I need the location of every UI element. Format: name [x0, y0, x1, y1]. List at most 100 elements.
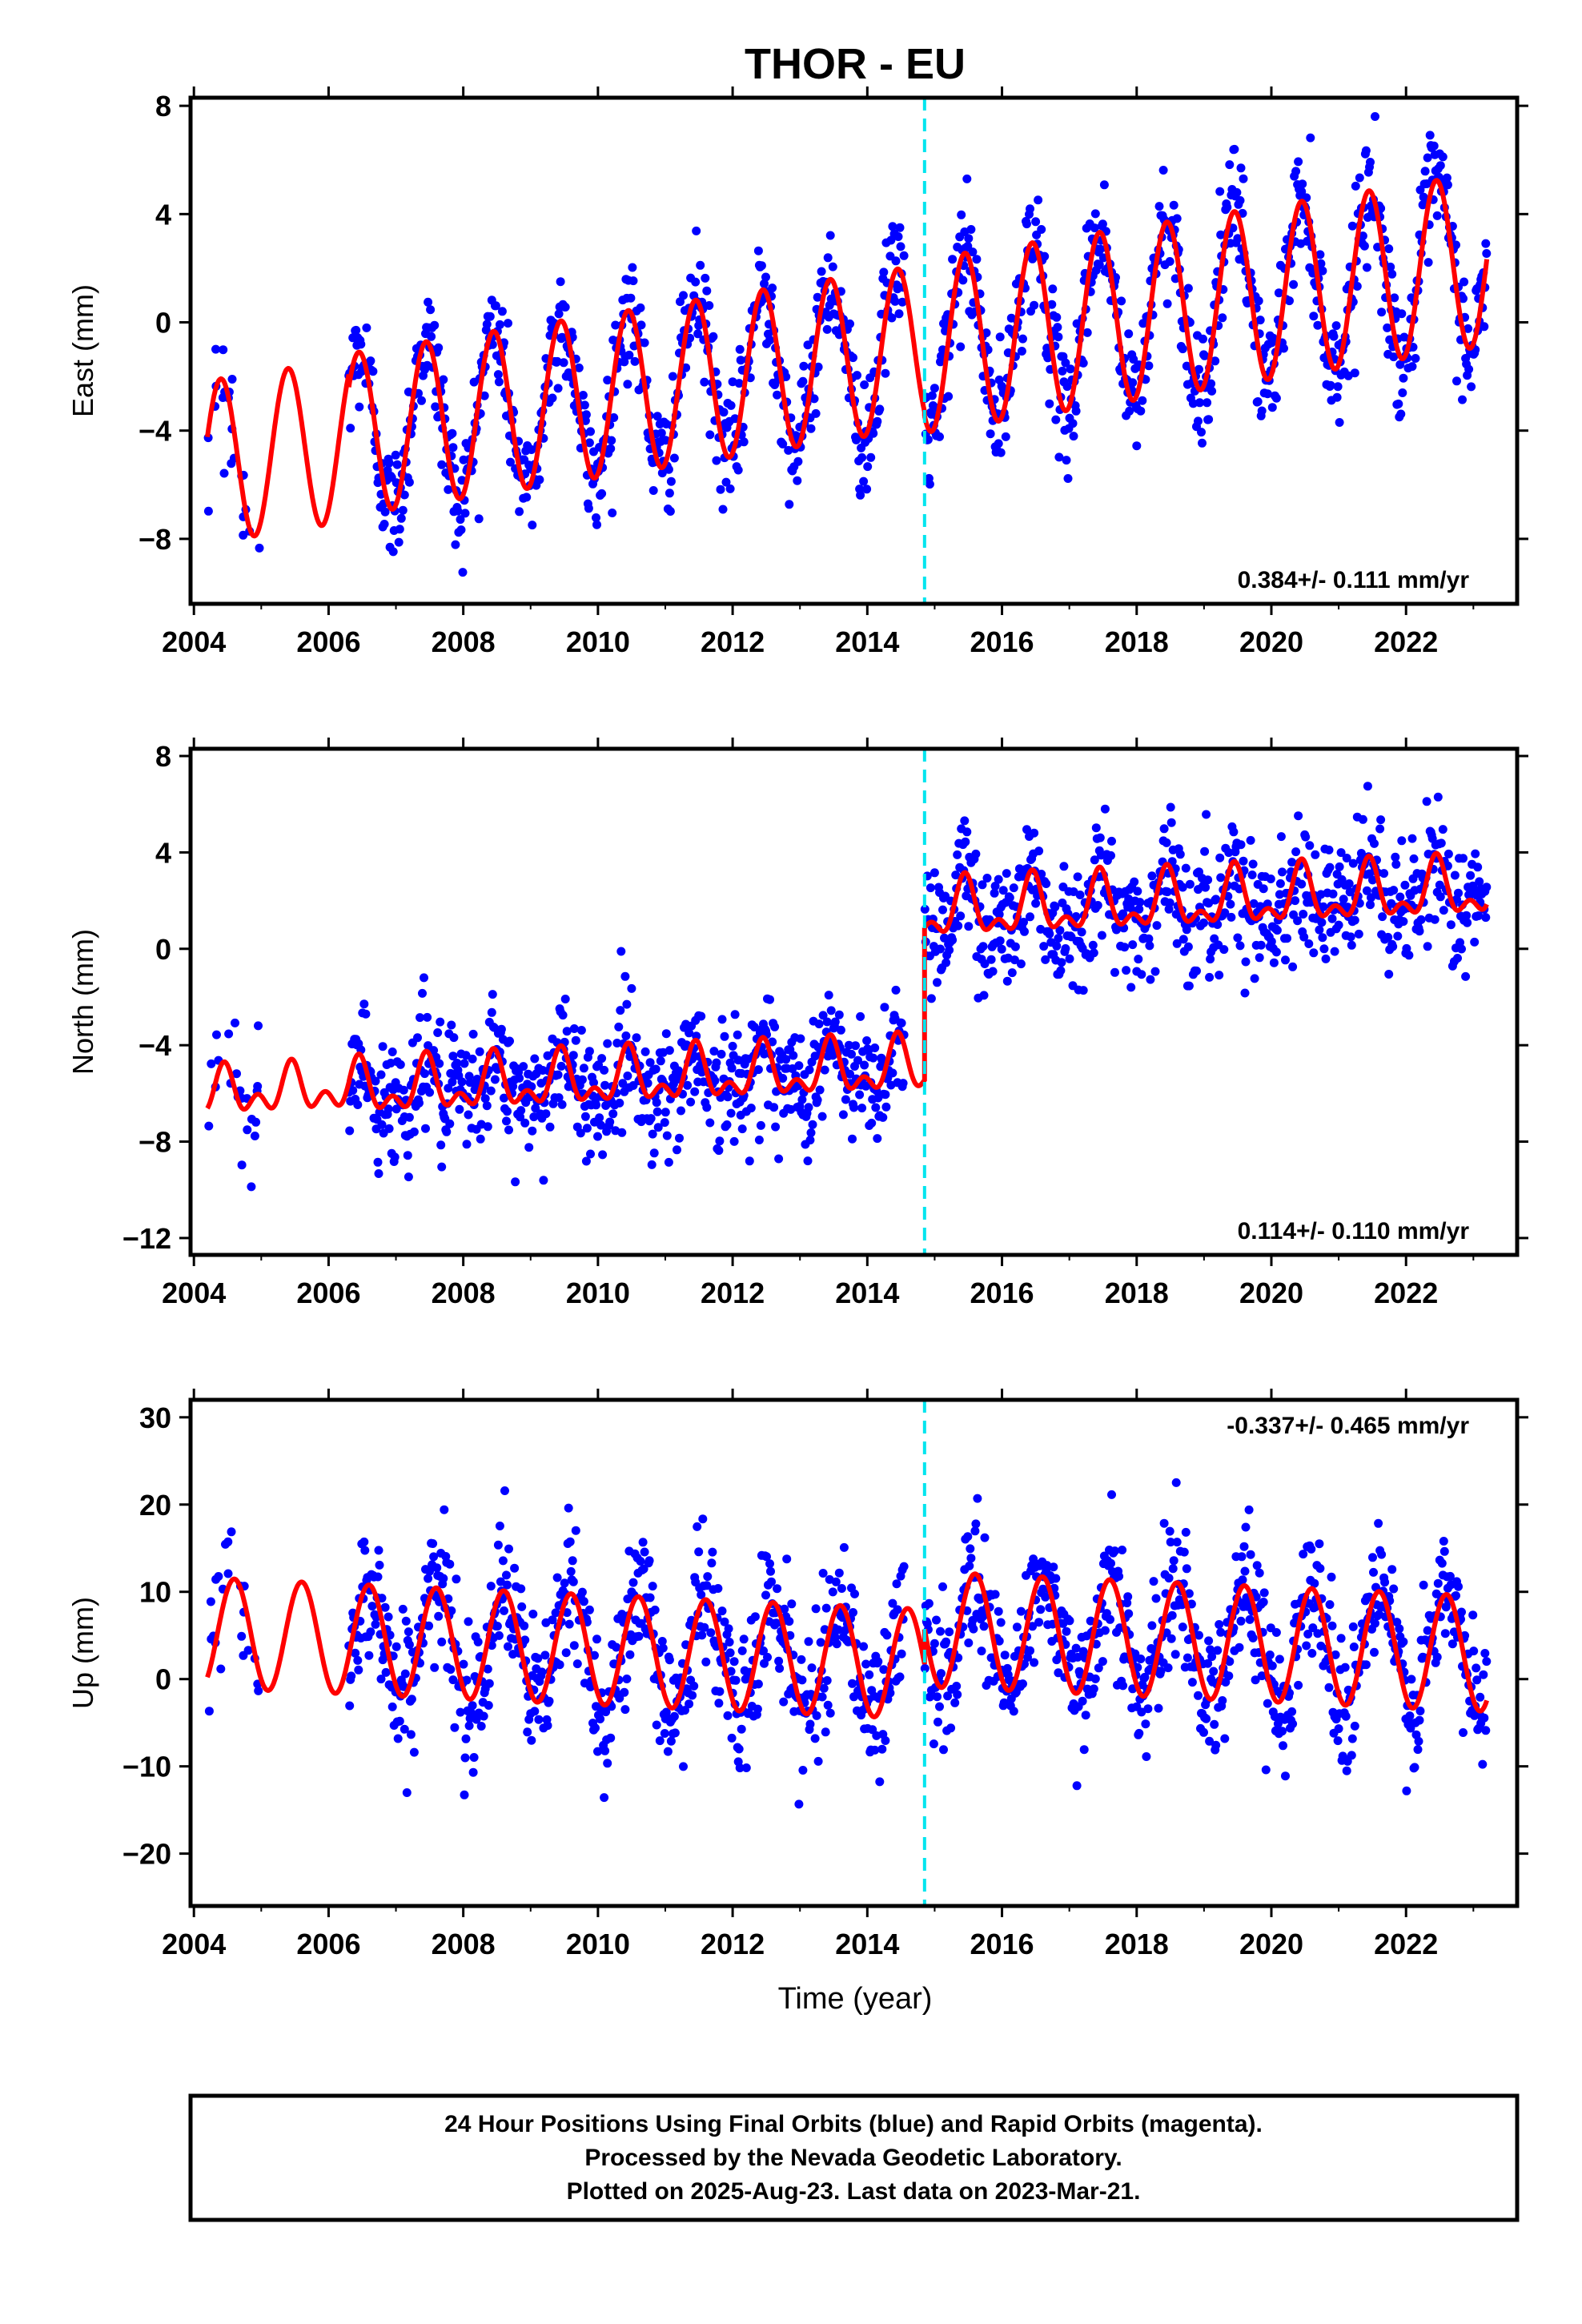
- east-data-point: [434, 343, 444, 352]
- up-model-curve: [205, 1576, 351, 1696]
- up-data-point: [1273, 1719, 1283, 1728]
- east-data-point: [1204, 415, 1214, 424]
- east-data-point: [768, 283, 777, 293]
- north-data-point: [1205, 972, 1215, 982]
- north-data-point: [822, 1017, 832, 1027]
- up-data-point: [560, 1578, 569, 1588]
- up-data-point: [1081, 1711, 1090, 1720]
- north-data-point: [1407, 834, 1417, 843]
- north-data-point: [845, 1069, 854, 1079]
- east-data-point: [559, 358, 568, 368]
- north-data-point: [1130, 877, 1139, 887]
- east-data-point: [1063, 474, 1073, 483]
- north-data-point: [1022, 825, 1031, 834]
- north-data-point: [1375, 824, 1385, 834]
- east-data-point: [1090, 209, 1100, 219]
- north-data-point: [592, 1100, 600, 1110]
- north-data-point: [482, 1101, 492, 1111]
- north-data-point: [373, 1157, 383, 1167]
- east-data-point: [734, 379, 744, 388]
- north-data-point: [878, 1112, 888, 1122]
- east-data-point: [1132, 441, 1142, 451]
- north-data-point: [361, 1009, 371, 1019]
- north-data-point: [1438, 825, 1447, 834]
- north-data-point: [476, 1134, 485, 1144]
- east-data-point: [739, 437, 749, 447]
- north-data-point: [769, 1103, 779, 1112]
- up-data-point: [1071, 1643, 1081, 1653]
- east-data-point: [1211, 356, 1220, 366]
- north-data-point: [595, 1113, 604, 1123]
- up-data-point: [1154, 1703, 1163, 1713]
- y-tick-label: −10: [122, 1751, 171, 1783]
- north-data-point: [519, 1062, 528, 1072]
- north-data-point: [1395, 892, 1405, 902]
- north-data-point: [956, 911, 966, 921]
- north-data-point: [881, 1090, 890, 1100]
- north-data-point: [1229, 827, 1239, 837]
- up-data-point: [468, 1767, 478, 1777]
- north-data-point: [640, 1047, 650, 1056]
- north-data-point: [856, 1011, 865, 1021]
- north-data-point: [1097, 931, 1106, 940]
- east-data-point: [665, 489, 674, 498]
- up-data-point: [875, 1777, 885, 1787]
- up-data-point: [934, 1717, 942, 1727]
- up-data-point: [996, 1618, 1006, 1627]
- east-data-point: [1053, 323, 1062, 332]
- up-data-point: [1263, 1699, 1272, 1708]
- north-data-point: [622, 999, 632, 1009]
- north-data-point: [576, 1128, 585, 1138]
- up-data-point: [612, 1642, 621, 1652]
- up-data-point: [739, 1634, 749, 1644]
- up-data-point: [439, 1574, 448, 1583]
- north-data-point: [1368, 875, 1377, 885]
- up-data-point: [459, 1659, 468, 1669]
- up-data-point: [787, 1599, 797, 1609]
- east-data-point: [497, 307, 507, 316]
- up-data-point: [1245, 1614, 1255, 1624]
- up-data-point: [406, 1730, 416, 1739]
- north-data-point: [1056, 966, 1066, 975]
- north-data-point: [756, 1120, 765, 1130]
- north-data-point: [1054, 934, 1063, 943]
- north-data-point: [1281, 955, 1290, 965]
- north-data-point: [1134, 955, 1143, 964]
- up-data-point: [1184, 1589, 1194, 1598]
- north-data-point: [1201, 883, 1211, 892]
- north-data-point: [541, 1109, 551, 1119]
- x-tick-label: 2022: [1374, 1277, 1438, 1309]
- north-data-point: [951, 870, 961, 880]
- east-data-point: [709, 332, 718, 341]
- north-data-point: [1473, 862, 1483, 872]
- north-data-point: [581, 1156, 591, 1166]
- east-data-point: [726, 400, 736, 410]
- up-data-point: [766, 1566, 775, 1576]
- up-data-point: [223, 1537, 233, 1546]
- north-data-point: [686, 1097, 696, 1107]
- north-data-point: [593, 1132, 602, 1141]
- north-data-point: [1461, 971, 1471, 981]
- north-data-point: [722, 1120, 732, 1129]
- north-data-point: [589, 1078, 598, 1088]
- up-data-point: [1349, 1642, 1359, 1651]
- north-data-point: [594, 1060, 603, 1070]
- up-data-point: [577, 1587, 587, 1597]
- east-data-point: [1377, 308, 1387, 317]
- east-data-point: [560, 303, 570, 312]
- x-tick-label: 2004: [162, 1277, 226, 1309]
- up-data-point: [1482, 1657, 1492, 1667]
- up-data-point: [734, 1744, 744, 1754]
- north-data-point: [705, 1118, 715, 1128]
- east-data-point: [453, 506, 463, 516]
- north-data-point: [560, 995, 570, 1003]
- up-data-point: [965, 1561, 974, 1570]
- north-data-point: [1255, 953, 1264, 963]
- up-data-point: [492, 1622, 502, 1631]
- north-data-point: [710, 1076, 720, 1085]
- up-data-point: [354, 1665, 363, 1675]
- east-data-point: [515, 507, 524, 517]
- east-data-point: [798, 376, 808, 386]
- up-data-point: [638, 1538, 648, 1547]
- north-data-point: [1301, 832, 1311, 842]
